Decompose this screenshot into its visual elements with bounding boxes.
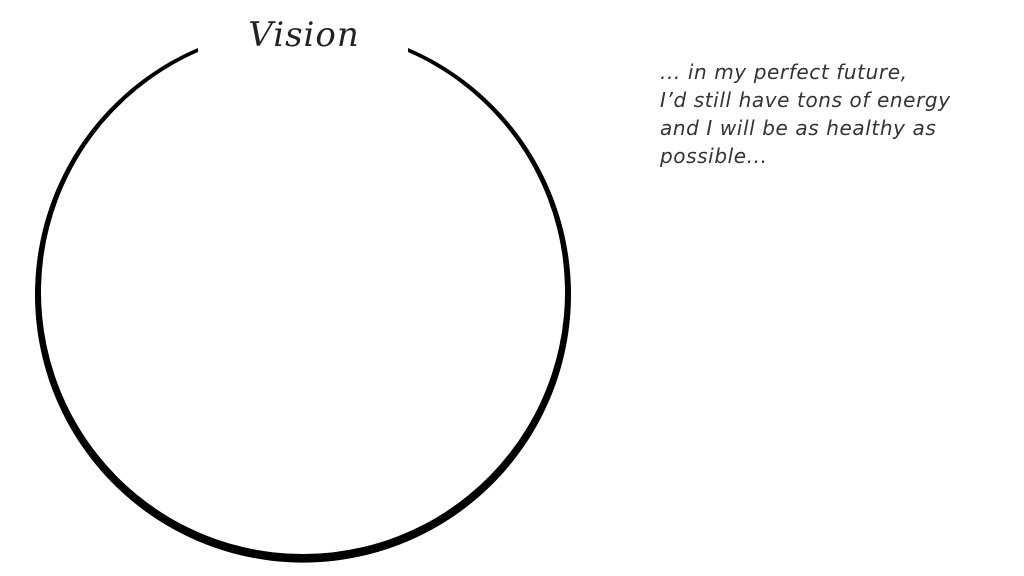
quote-line-3: and I will be as healthy as — [660, 116, 937, 140]
quote-line-2: I’d still have tons of energy — [660, 88, 951, 112]
quote-line-4: possible... — [660, 144, 768, 168]
quote-line-1: ... in my perfect future, — [660, 60, 908, 84]
vision-quote: ... in my perfect future, I’d still have… — [660, 58, 1000, 170]
vision-circle-arc — [34, 48, 571, 563]
circle-title: Vision — [248, 15, 360, 55]
